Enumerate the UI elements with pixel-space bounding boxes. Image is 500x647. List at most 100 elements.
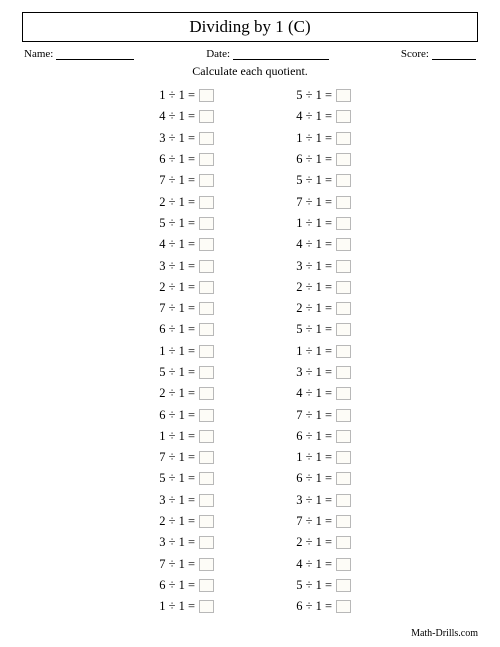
answer-box[interactable]: [336, 302, 351, 315]
problem-row: 6 ÷ 1 =: [286, 149, 351, 170]
answer-box[interactable]: [336, 451, 351, 464]
division-expression: 7 ÷ 1 =: [149, 557, 199, 572]
answer-box[interactable]: [336, 345, 351, 358]
answer-box[interactable]: [199, 238, 214, 251]
answer-box[interactable]: [199, 89, 214, 102]
answer-box[interactable]: [336, 409, 351, 422]
answer-box[interactable]: [199, 302, 214, 315]
answer-box[interactable]: [336, 260, 351, 273]
answer-box[interactable]: [336, 472, 351, 485]
answer-box[interactable]: [199, 132, 214, 145]
answer-box[interactable]: [199, 472, 214, 485]
answer-box[interactable]: [199, 558, 214, 571]
answer-box[interactable]: [336, 217, 351, 230]
problem-row: 2 ÷ 1 =: [149, 511, 214, 532]
answer-box[interactable]: [199, 536, 214, 549]
division-expression: 3 ÷ 1 =: [149, 535, 199, 550]
answer-box[interactable]: [199, 260, 214, 273]
answer-box[interactable]: [199, 174, 214, 187]
answer-box[interactable]: [199, 366, 214, 379]
answer-box[interactable]: [199, 430, 214, 443]
problem-row: 1 ÷ 1 =: [286, 341, 351, 362]
answer-box[interactable]: [336, 89, 351, 102]
score-label: Score:: [401, 48, 429, 60]
answer-box[interactable]: [336, 110, 351, 123]
answer-box[interactable]: [336, 366, 351, 379]
division-expression: 3 ÷ 1 =: [286, 259, 336, 274]
answer-box[interactable]: [199, 451, 214, 464]
division-expression: 2 ÷ 1 =: [149, 280, 199, 295]
division-expression: 1 ÷ 1 =: [286, 216, 336, 231]
name-label: Name:: [24, 48, 53, 60]
answer-box[interactable]: [336, 494, 351, 507]
problem-row: 4 ÷ 1 =: [149, 106, 214, 127]
problem-row: 6 ÷ 1 =: [149, 149, 214, 170]
date-blank[interactable]: [233, 49, 329, 60]
answer-box[interactable]: [199, 515, 214, 528]
problem-column: 5 ÷ 1 = 4 ÷ 1 = 1 ÷ 1 = 6 ÷ 1 = 5 ÷ 1 = 7 ÷ 1…: [286, 85, 351, 617]
answer-box[interactable]: [336, 536, 351, 549]
problem-row: 6 ÷ 1 =: [286, 596, 351, 617]
division-expression: 4 ÷ 1 =: [286, 237, 336, 252]
problem-row: 2 ÷ 1 =: [286, 277, 351, 298]
division-expression: 1 ÷ 1 =: [286, 344, 336, 359]
problem-row: 1 ÷ 1 =: [286, 213, 351, 234]
answer-box[interactable]: [199, 345, 214, 358]
problem-row: 4 ÷ 1 =: [286, 383, 351, 404]
division-expression: 4 ÷ 1 =: [286, 109, 336, 124]
division-expression: 1 ÷ 1 =: [286, 450, 336, 465]
problem-row: 7 ÷ 1 =: [286, 511, 351, 532]
division-expression: 7 ÷ 1 =: [286, 514, 336, 529]
answer-box[interactable]: [199, 196, 214, 209]
division-expression: 5 ÷ 1 =: [149, 365, 199, 380]
problem-row: 1 ÷ 1 =: [149, 85, 214, 106]
answer-box[interactable]: [199, 579, 214, 592]
problem-row: 5 ÷ 1 =: [149, 468, 214, 489]
problem-row: 2 ÷ 1 =: [149, 191, 214, 212]
answer-box[interactable]: [199, 600, 214, 613]
division-expression: 5 ÷ 1 =: [149, 471, 199, 486]
answer-box[interactable]: [336, 558, 351, 571]
answer-box[interactable]: [336, 174, 351, 187]
answer-box[interactable]: [199, 494, 214, 507]
problem-row: 7 ÷ 1 =: [149, 447, 214, 468]
division-expression: 2 ÷ 1 =: [286, 301, 336, 316]
answer-box[interactable]: [336, 387, 351, 400]
answer-box[interactable]: [336, 323, 351, 336]
problem-row: 4 ÷ 1 =: [286, 554, 351, 575]
answer-box[interactable]: [199, 217, 214, 230]
answer-box[interactable]: [336, 281, 351, 294]
answer-box[interactable]: [336, 153, 351, 166]
problem-row: 4 ÷ 1 =: [286, 106, 351, 127]
division-expression: 2 ÷ 1 =: [286, 280, 336, 295]
page-title: Dividing by 1 (C): [22, 12, 478, 42]
date-label: Date:: [206, 48, 230, 60]
score-blank[interactable]: [432, 49, 476, 60]
answer-box[interactable]: [199, 110, 214, 123]
division-expression: 6 ÷ 1 =: [286, 599, 336, 614]
problem-row: 6 ÷ 1 =: [149, 319, 214, 340]
answer-box[interactable]: [199, 323, 214, 336]
division-expression: 5 ÷ 1 =: [286, 173, 336, 188]
division-expression: 4 ÷ 1 =: [149, 237, 199, 252]
answer-box[interactable]: [336, 600, 351, 613]
answer-box[interactable]: [336, 515, 351, 528]
division-expression: 7 ÷ 1 =: [149, 301, 199, 316]
problem-row: 3 ÷ 1 =: [149, 128, 214, 149]
answer-box[interactable]: [199, 409, 214, 422]
division-expression: 5 ÷ 1 =: [286, 322, 336, 337]
answer-box[interactable]: [336, 196, 351, 209]
problem-row: 7 ÷ 1 =: [149, 554, 214, 575]
answer-box[interactable]: [199, 153, 214, 166]
answer-box[interactable]: [199, 387, 214, 400]
division-expression: 4 ÷ 1 =: [286, 386, 336, 401]
division-expression: 1 ÷ 1 =: [149, 344, 199, 359]
answer-box[interactable]: [336, 430, 351, 443]
meta-row: Name: Date: Score:: [22, 48, 478, 60]
answer-box[interactable]: [336, 132, 351, 145]
problem-row: 6 ÷ 1 =: [286, 426, 351, 447]
answer-box[interactable]: [336, 579, 351, 592]
answer-box[interactable]: [199, 281, 214, 294]
name-blank[interactable]: [56, 49, 134, 60]
answer-box[interactable]: [336, 238, 351, 251]
